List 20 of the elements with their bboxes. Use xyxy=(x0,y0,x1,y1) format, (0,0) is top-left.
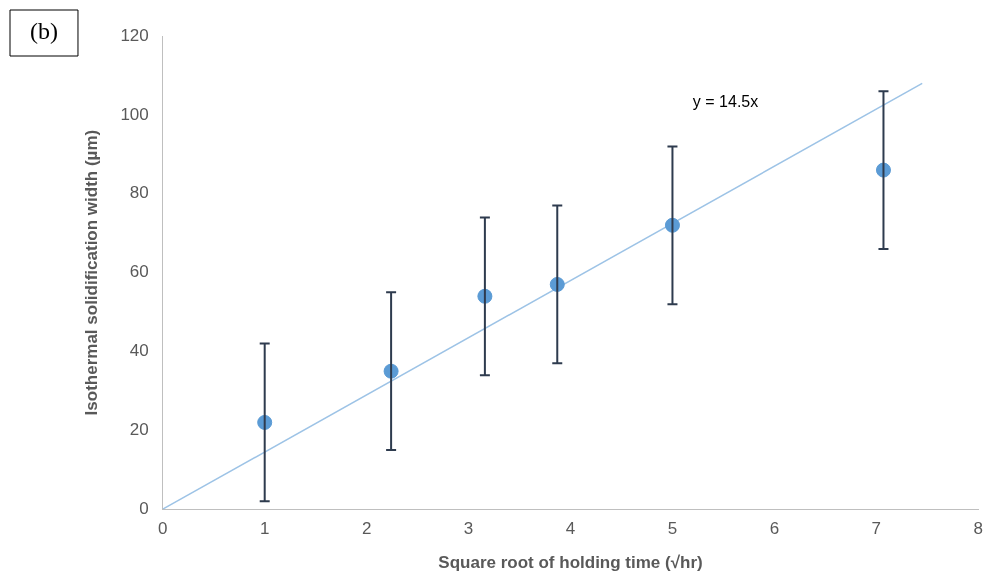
annotation: y = 14.5x xyxy=(692,93,759,111)
y-axis-title: Isothermal solidification width (µm) xyxy=(81,129,101,416)
y-tick-label: 20 xyxy=(129,420,149,440)
x-tick-label: 4 xyxy=(565,519,576,539)
y-tick-label: 100 xyxy=(120,104,149,124)
x-tick-label: 7 xyxy=(871,519,882,539)
x-tick-label: 2 xyxy=(361,519,372,539)
y-tick-label: 40 xyxy=(129,341,149,361)
x-tick-label: 3 xyxy=(463,519,474,539)
x-tick-label: 1 xyxy=(259,519,270,539)
x-tick-label: 8 xyxy=(973,519,984,539)
x-axis-title: Square root of holding time (√hr) xyxy=(438,553,703,573)
x-tick-label: 5 xyxy=(667,519,678,539)
text: (b) xyxy=(30,18,58,45)
x-tick-label: 6 xyxy=(769,519,780,539)
x-tick-label: 0 xyxy=(158,519,168,539)
y-tick-label: 120 xyxy=(120,25,149,45)
y-tick-label: 60 xyxy=(129,262,149,282)
y-tick-label: 0 xyxy=(139,498,149,518)
y-tick-label: 80 xyxy=(129,183,149,203)
